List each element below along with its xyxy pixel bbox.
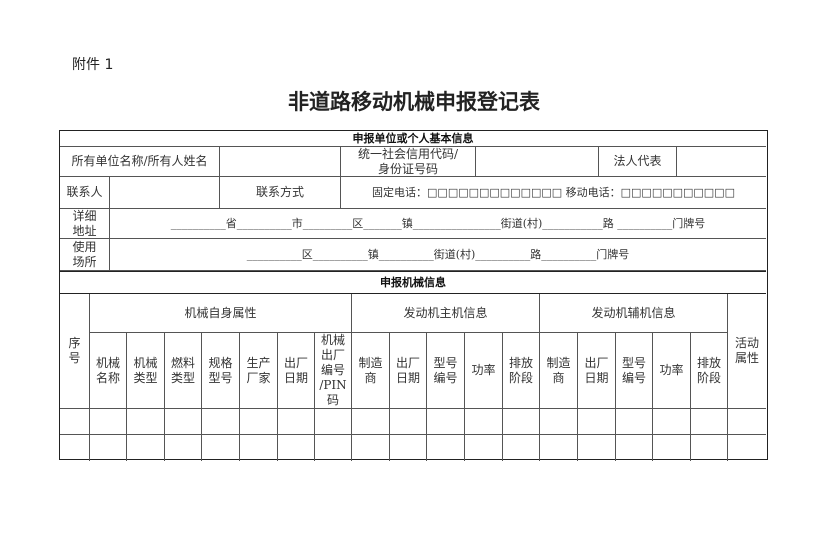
table-cell[interactable] xyxy=(315,409,352,435)
phone-fields[interactable]: 固定电话：□□□□□□□□□□□□□ 移动电话：□□□□□□□□□□□ xyxy=(341,177,766,209)
column-header: 生产 厂家 xyxy=(240,333,278,409)
owner-label: 所有单位名称/所有人姓名 xyxy=(60,147,220,177)
table-cell[interactable] xyxy=(390,409,427,435)
address-fields[interactable]: __________省__________市_________区_______镇… xyxy=(110,209,766,239)
column-header: 型号 编号 xyxy=(616,333,653,409)
table-cell[interactable] xyxy=(503,409,540,435)
table-cell[interactable] xyxy=(578,409,616,435)
column-header: 制造 商 xyxy=(540,333,578,409)
column-header: 排放 阶段 xyxy=(503,333,540,409)
group-machine-self: 机械自身属性 xyxy=(90,294,352,333)
site-label: 使用 场所 xyxy=(60,239,110,271)
table-cell[interactable] xyxy=(653,409,691,435)
column-header: 燃料 类型 xyxy=(165,333,202,409)
contact-method-label: 联系方式 xyxy=(220,177,341,209)
column-header: 功率 xyxy=(653,333,691,409)
table-cell[interactable] xyxy=(165,435,202,461)
table-cell[interactable] xyxy=(390,435,427,461)
table-cell[interactable] xyxy=(465,409,503,435)
table-cell[interactable] xyxy=(165,409,202,435)
legal-rep-label: 法人代表 xyxy=(599,147,677,177)
table-cell[interactable] xyxy=(540,409,578,435)
credit-code-label: 统一社会信用代码/ 身份证号码 xyxy=(341,147,476,177)
table-cell[interactable] xyxy=(728,435,766,461)
table-cell[interactable] xyxy=(90,435,127,461)
activity-header: 活动 属性 xyxy=(728,294,766,409)
contact-label: 联系人 xyxy=(60,177,110,209)
table-cell[interactable] xyxy=(278,435,315,461)
table-cell[interactable] xyxy=(278,409,315,435)
table-cell[interactable] xyxy=(127,435,165,461)
basic-info-header: 申报单位或个人基本信息 xyxy=(60,131,766,147)
table-cell[interactable] xyxy=(352,409,390,435)
owner-field[interactable] xyxy=(220,147,341,177)
table-cell[interactable] xyxy=(503,435,540,461)
address-label: 详细 地址 xyxy=(60,209,110,239)
table-cell[interactable] xyxy=(127,409,165,435)
machine-info-header: 申报机械信息 xyxy=(60,271,766,294)
table-cell[interactable] xyxy=(616,435,653,461)
group-engine-aux: 发动机辅机信息 xyxy=(540,294,728,333)
table-cell[interactable] xyxy=(691,409,728,435)
table-cell[interactable] xyxy=(202,435,240,461)
seq-header: 序 号 xyxy=(60,294,90,409)
registration-table: 申报单位或个人基本信息 所有单位名称/所有人姓名 统一社会信用代码/ 身份证号码… xyxy=(59,130,768,461)
table-cell[interactable] xyxy=(691,435,728,461)
table-cell[interactable] xyxy=(315,435,352,461)
column-header: 出厂 日期 xyxy=(578,333,616,409)
column-header: 功率 xyxy=(465,333,503,409)
table-cell[interactable] xyxy=(616,409,653,435)
table-cell[interactable] xyxy=(240,409,278,435)
table-cell[interactable] xyxy=(540,435,578,461)
table-cell[interactable] xyxy=(60,409,90,435)
column-header: 机械 类型 xyxy=(127,333,165,409)
contact-field[interactable] xyxy=(110,177,220,209)
table-cell[interactable] xyxy=(465,435,503,461)
table-cell[interactable] xyxy=(202,409,240,435)
table-cell[interactable] xyxy=(653,435,691,461)
credit-code-field[interactable] xyxy=(476,147,599,177)
column-header: 出厂 日期 xyxy=(390,333,427,409)
site-fields[interactable]: __________区__________镇__________街道(村)___… xyxy=(110,239,766,271)
column-header: 排放 阶段 xyxy=(691,333,728,409)
table-cell[interactable] xyxy=(427,409,465,435)
column-header: 机械 名称 xyxy=(90,333,127,409)
group-engine-main: 发动机主机信息 xyxy=(352,294,540,333)
legal-rep-field[interactable] xyxy=(677,147,766,177)
table-cell[interactable] xyxy=(60,435,90,461)
table-cell[interactable] xyxy=(427,435,465,461)
table-cell[interactable] xyxy=(352,435,390,461)
page-title: 非道路移动机械申报登记表 xyxy=(288,90,540,114)
table-cell[interactable] xyxy=(728,409,766,435)
table-cell[interactable] xyxy=(240,435,278,461)
column-header: 机械 出厂 编号 /PIN 码 xyxy=(315,333,352,409)
table-cell[interactable] xyxy=(578,435,616,461)
column-header: 规格 型号 xyxy=(202,333,240,409)
column-header: 制造 商 xyxy=(352,333,390,409)
column-header: 出厂 日期 xyxy=(278,333,315,409)
table-cell[interactable] xyxy=(90,409,127,435)
attachment-label: 附件 1 xyxy=(72,57,114,73)
column-header: 型号 编号 xyxy=(427,333,465,409)
